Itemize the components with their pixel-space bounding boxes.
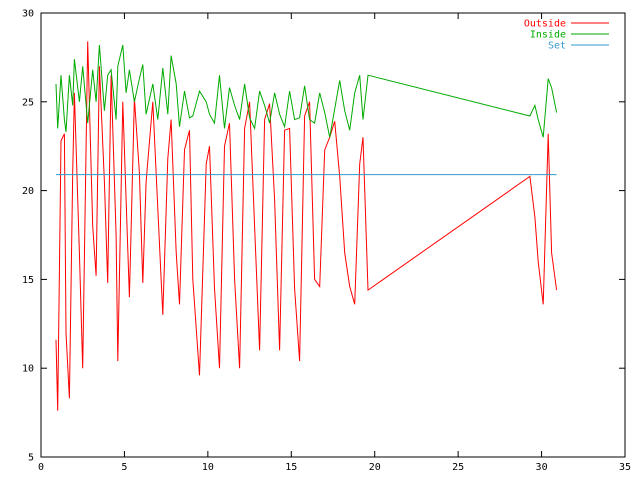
x-tick-label: 25 — [452, 462, 464, 473]
series-line-inside — [55, 44, 558, 138]
legend-label-set: Set — [548, 41, 566, 52]
x-tick-label: 0 — [38, 462, 44, 473]
y-tick-label: 25 — [22, 97, 34, 108]
y-tick-label: 5 — [28, 453, 34, 464]
x-tick-label: 5 — [121, 462, 127, 473]
series-line-outside — [55, 41, 558, 411]
legend-label-inside: Inside — [530, 30, 566, 41]
series-group — [55, 41, 558, 411]
legend-label-outside: Outside — [524, 19, 566, 30]
y-tick-label: 15 — [22, 275, 34, 286]
x-tick-label: 15 — [285, 462, 297, 473]
x-tick-label: 30 — [536, 462, 548, 473]
x-tick-label: 35 — [619, 462, 631, 473]
plot-frame — [40, 12, 626, 458]
x-tick-label: 10 — [202, 462, 214, 473]
y-tick-label: 30 — [22, 9, 34, 20]
x-tick-label: 20 — [369, 462, 381, 473]
y-tick-label: 10 — [22, 364, 34, 375]
y-tick-label: 20 — [22, 186, 34, 197]
